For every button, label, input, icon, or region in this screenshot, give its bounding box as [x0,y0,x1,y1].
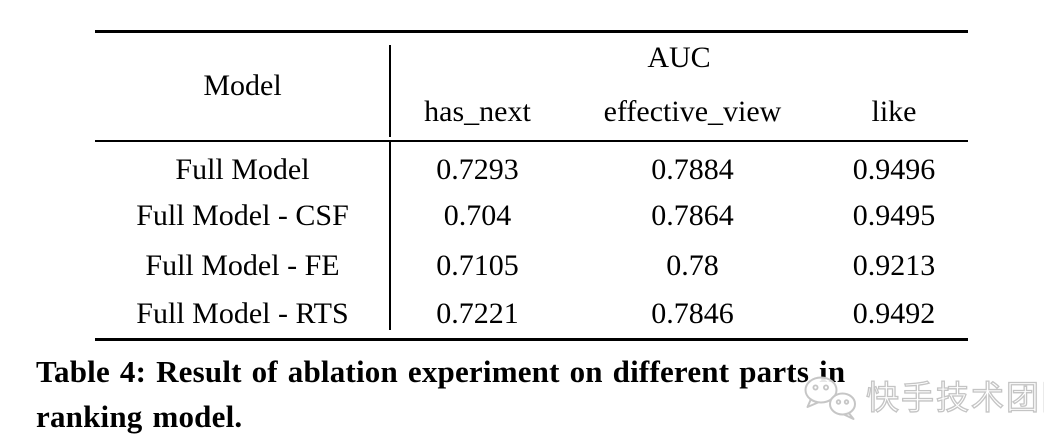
cell-has-next: 0.7293 [436,152,519,186]
header-row-group: Model AUC [95,32,968,102]
header-row-metrics: has_next effective_view like [95,84,968,141]
row-label-full-model-csf: Full Model - CSF [136,198,349,232]
table-caption: Table 4: Result of ablation experiment o… [36,349,1036,439]
col-header-like: like [871,94,917,128]
cell-like: 0.9213 [852,248,936,282]
col-header-effective-view: effective_view [603,94,782,128]
row-label-full-model-rts: Full Model - RTS [136,297,349,331]
cell-has-next: 0.7105 [436,248,519,282]
col-header-has-next: has_next [424,94,531,128]
col-header-model: Model [203,69,282,103]
cell-effective-view: 0.7884 [651,152,734,186]
column-divider-header [389,45,391,137]
cell-has-next: 0.704 [443,198,512,232]
caption-line-1: Table 4: Result of ablation experiment o… [36,354,846,389]
column-divider-body [389,142,391,330]
cell-has-next: 0.7221 [436,297,519,331]
caption-line-2: ranking model. [36,399,243,434]
table-row: Full Model - CSF 0.704 0.7864 0.9495 [95,191,968,241]
table-row: Full Model - RTS 0.7221 0.7846 0.9492 [95,291,968,340]
cell-like: 0.9492 [852,297,936,331]
table-row: Full Model 0.7293 0.7884 0.9496 [95,141,968,191]
table-row: Full Model - FE 0.7105 0.78 0.9213 [95,241,968,291]
cell-like: 0.9496 [852,152,936,186]
cell-effective-view: 0.7846 [651,297,734,331]
row-label-full-model-fe: Full Model - FE [145,248,340,282]
ablation-results-table: Model AUC has_next effective_view like F… [95,30,969,341]
cell-effective-view: 0.78 [666,248,719,282]
cell-effective-view: 0.7864 [651,198,734,232]
cell-like: 0.9495 [852,198,936,232]
col-group-header-auc: AUC [647,41,711,75]
row-label-full-model: Full Model [175,152,310,186]
